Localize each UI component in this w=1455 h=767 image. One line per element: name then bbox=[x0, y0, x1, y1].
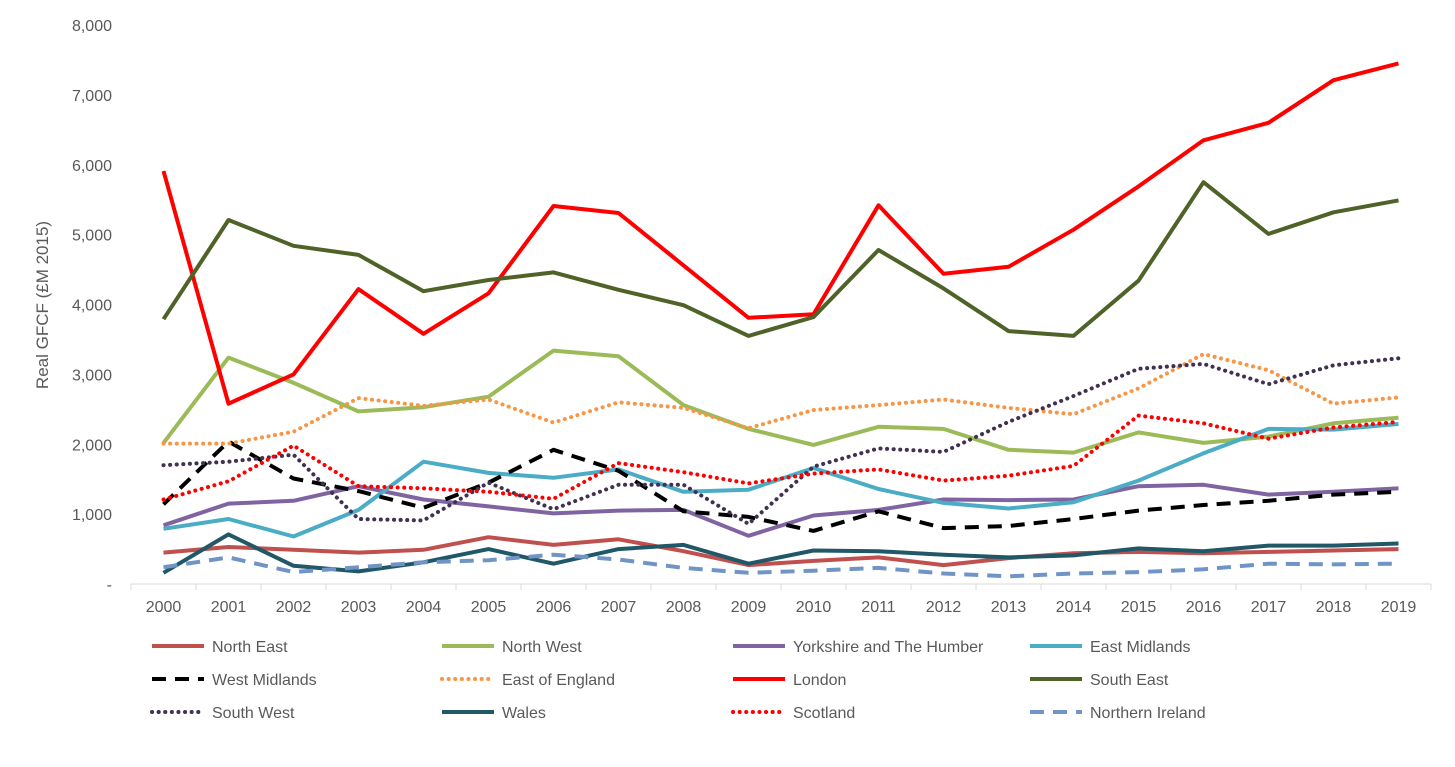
x-tick-label: 2002 bbox=[276, 599, 312, 616]
legend-item-north-east: North East bbox=[152, 639, 288, 656]
x-tick-label: 2015 bbox=[1121, 599, 1157, 616]
x-tick-label: 2019 bbox=[1381, 599, 1417, 616]
legend-label: North East bbox=[212, 639, 288, 656]
series-line-west-midlands bbox=[162, 439, 1399, 533]
x-tick-label: 2014 bbox=[1056, 599, 1092, 616]
y-tick-label: 1,000 bbox=[72, 507, 112, 524]
x-tick-label: 2003 bbox=[341, 599, 377, 616]
series-line-north-east bbox=[163, 535, 1399, 568]
legend-item-south-east: South East bbox=[1030, 672, 1169, 689]
x-axis: 2000 2001 2002 2003 2004 2005 2006 2007 2008 2009… bbox=[130, 583, 1432, 616]
y-tick-label: 5,000 bbox=[72, 228, 112, 245]
series-line-north-west bbox=[161, 348, 1399, 455]
legend-item-scotland: Scotland bbox=[731, 705, 855, 722]
legend-label: Wales bbox=[502, 705, 546, 722]
y-tick-label: 6,000 bbox=[72, 158, 112, 175]
series-layer bbox=[161, 61, 1401, 579]
x-tick-label: 2010 bbox=[796, 599, 832, 616]
legend-label: East of England bbox=[502, 672, 615, 689]
legend-item-northern-ireland: Northern Ireland bbox=[1030, 705, 1206, 722]
x-tick-label: 2013 bbox=[991, 599, 1027, 616]
series-line-south-west bbox=[161, 356, 1401, 526]
legend-item-west-midlands: West Midlands bbox=[152, 672, 317, 689]
legend-label: East Midlands bbox=[1090, 639, 1191, 656]
x-tick-label: 2011 bbox=[861, 599, 896, 616]
legend-label: South East bbox=[1090, 672, 1169, 689]
y-tick-label: 4,000 bbox=[72, 298, 112, 315]
legend-label: Yorkshire and The Humber bbox=[793, 639, 984, 656]
y-tick-label: 8,000 bbox=[72, 18, 112, 35]
legend-label: South West bbox=[212, 705, 295, 722]
y-axis-title: Real GFCF (£M 2015) bbox=[33, 221, 52, 389]
series-line-northern-ireland bbox=[163, 552, 1399, 579]
legend-item-wales: Wales bbox=[442, 705, 546, 722]
series-line-wales bbox=[162, 532, 1399, 575]
legend: North East North West Yorkshire and The Hu… bbox=[150, 639, 1206, 722]
x-tick-label: 2018 bbox=[1316, 599, 1352, 616]
legend-label: Northern Ireland bbox=[1090, 705, 1206, 722]
series-line-london bbox=[161, 61, 1400, 406]
legend-item-east-of-england: East of England bbox=[440, 672, 615, 689]
legend-item-yorkshire-and-the-humber: Yorkshire and The Humber bbox=[733, 639, 984, 656]
x-tick-label: 2016 bbox=[1186, 599, 1222, 616]
legend-item-london: London bbox=[733, 672, 846, 689]
legend-label: London bbox=[793, 672, 846, 689]
series-line-scotland bbox=[161, 413, 1401, 502]
x-tick-label: 2006 bbox=[536, 599, 572, 616]
y-tick-label: 7,000 bbox=[72, 88, 112, 105]
y-axis: - 1,000 2,000 3,000 4,000 5,000 6,000 7,000 8,00… bbox=[72, 18, 112, 594]
legend-item-north-west: North West bbox=[442, 639, 582, 656]
series-line-east-of-england bbox=[161, 352, 1401, 446]
x-tick-label: 2009 bbox=[731, 599, 767, 616]
y-tick-label: 3,000 bbox=[72, 367, 112, 384]
x-tick-label: 2012 bbox=[926, 599, 962, 616]
x-tick-label: 2017 bbox=[1251, 599, 1287, 616]
legend-item-east-midlands: East Midlands bbox=[1030, 639, 1191, 656]
x-tick-label: 2008 bbox=[666, 599, 702, 616]
legend-label: West Midlands bbox=[212, 672, 317, 689]
legend-label: North West bbox=[502, 639, 582, 656]
y-tick-label: - bbox=[107, 577, 112, 594]
x-tick-label: 2001 bbox=[211, 599, 247, 616]
y-tick-label: 2,000 bbox=[72, 437, 112, 454]
series-line-south-east bbox=[161, 180, 1399, 338]
x-tick-label: 2004 bbox=[406, 599, 442, 616]
series-line-yorkshire-and-the-humber bbox=[162, 482, 1399, 538]
legend-label: Scotland bbox=[793, 705, 855, 722]
x-tick-label: 2005 bbox=[471, 599, 507, 616]
legend-item-south-west: South West bbox=[150, 705, 295, 722]
x-tick-label: 2000 bbox=[146, 599, 182, 616]
x-tick-label: 2007 bbox=[601, 599, 637, 616]
